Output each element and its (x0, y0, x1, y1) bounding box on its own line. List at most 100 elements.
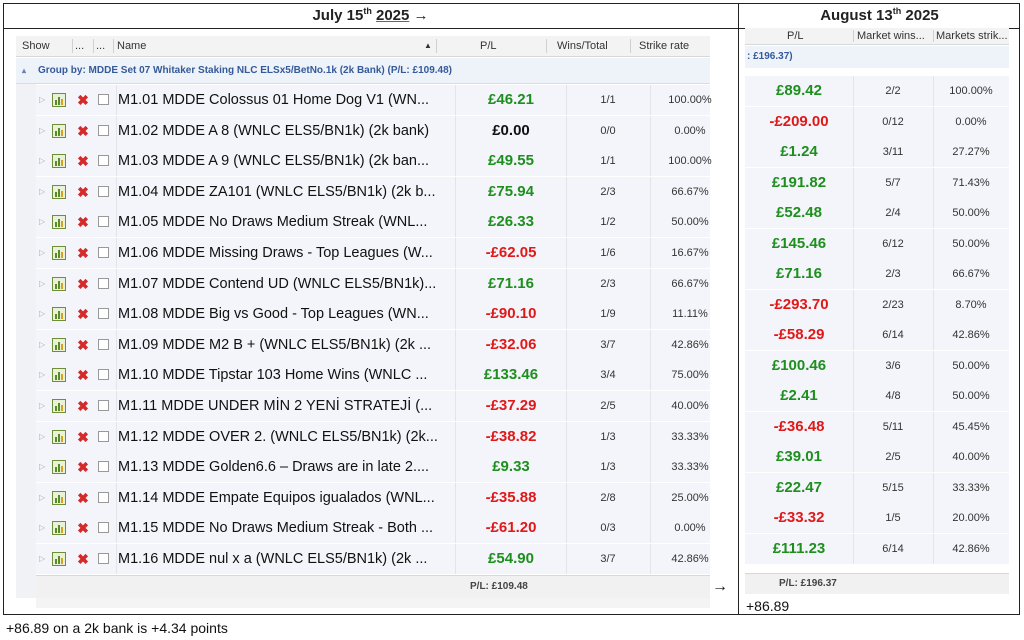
table-row[interactable]: -£36.48 5/11 45.45% (745, 411, 1009, 443)
show-chart-icon[interactable] (52, 552, 66, 566)
row-checkbox[interactable] (98, 553, 109, 564)
show-chart-icon[interactable] (52, 429, 66, 444)
column-header-markets-strike[interactable]: Markets strik... (936, 30, 1008, 42)
column-separator[interactable] (436, 39, 437, 53)
delete-icon[interactable]: ✖ (77, 520, 89, 537)
row-checkbox[interactable] (98, 155, 109, 167)
expand-row-icon[interactable]: ▷ (39, 492, 46, 502)
row-checkbox[interactable] (98, 430, 109, 442)
row-checkbox[interactable] (98, 400, 109, 411)
delete-icon[interactable]: ✖ (77, 214, 89, 231)
delete-icon[interactable]: ✖ (77, 489, 89, 506)
table-row[interactable]: ▷ ✖ M1.16 MDDE nul x a (WNLC ELS5/BN1k) (2… (36, 544, 710, 575)
collapse-icon[interactable]: ▴ (22, 66, 27, 75)
row-checkbox[interactable] (98, 124, 109, 136)
row-checkbox[interactable] (98, 247, 109, 258)
table-row[interactable]: -£58.29 6/14 42.86% (745, 320, 1009, 351)
column-header-pl[interactable]: P/L (787, 30, 804, 42)
show-chart-icon[interactable] (52, 490, 66, 505)
table-row[interactable]: ▷ ✖ M1.13 MDDE Golden6.6 – Draws are in la… (36, 452, 710, 484)
expand-row-icon[interactable]: ▷ (39, 554, 46, 563)
show-chart-icon[interactable] (52, 337, 66, 352)
table-row[interactable]: £39.01 2/5 40.00% (745, 442, 1009, 473)
show-chart-icon[interactable] (52, 215, 66, 230)
row-checkbox[interactable] (98, 369, 109, 381)
show-chart-icon[interactable] (52, 154, 66, 169)
row-checkbox[interactable] (98, 277, 109, 289)
row-checkbox[interactable] (98, 491, 109, 503)
column-separator[interactable] (630, 39, 631, 53)
table-row[interactable]: ▷ ✖ M1.12 MDDE OVER 2. (WNLC ELS5/BN1k) (2… (36, 421, 710, 453)
table-row[interactable]: ▷ ✖ M1.09 MDDE M2 B + (WNLC ELS5/BN1k) (2k… (36, 329, 710, 361)
column-header-name[interactable]: Name (117, 40, 147, 52)
table-row[interactable]: £2.41 4/8 50.00% (745, 381, 1009, 412)
column-header-dots-2[interactable]: ... (96, 40, 106, 52)
row-checkbox[interactable] (98, 185, 109, 197)
expand-row-icon[interactable]: ▷ (39, 401, 46, 410)
delete-icon[interactable]: ✖ (77, 92, 89, 108)
table-row[interactable]: £22.47 5/15 33.33% (745, 472, 1009, 504)
expand-row-icon[interactable]: ▷ (39, 248, 46, 257)
delete-icon[interactable]: ✖ (77, 306, 89, 323)
row-checkbox[interactable] (98, 94, 109, 105)
table-row[interactable]: ▷ ✖ M1.01 MDDE Colossus 01 Home Dog V1 (WN… (36, 85, 712, 116)
show-chart-icon[interactable] (52, 307, 66, 322)
table-row[interactable]: ▷ ✖ M1.11 MDDE UNDER MİN 2 YENİ STRATEJİ (… (36, 391, 710, 422)
group-by-row[interactable]: : £196.37) (745, 46, 1009, 68)
show-chart-icon[interactable] (52, 123, 66, 138)
column-header-strike-rate[interactable]: Strike rate (639, 40, 690, 52)
column-header-pl[interactable]: P/L (480, 40, 497, 52)
column-separator[interactable] (113, 39, 114, 53)
column-header-dots-1[interactable]: ... (75, 40, 85, 52)
delete-icon[interactable]: ✖ (77, 122, 89, 139)
table-row[interactable]: £100.46 3/6 50.00% (745, 350, 1009, 382)
table-row[interactable]: ▷ ✖ M1.14 MDDE Empate Equipos igualados (W… (36, 482, 710, 514)
table-row[interactable]: ▷ ✖ M1.02 MDDE A 8 (WNLC ELS5/BN1k) (2k ba… (36, 115, 710, 147)
table-row[interactable]: -£293.70 2/23 8.70% (745, 289, 1009, 321)
expand-row-icon[interactable]: ▷ (39, 95, 46, 104)
table-row[interactable]: ▷ ✖ M1.05 MDDE No Draws Medium Streak (WNL… (36, 207, 710, 239)
show-chart-icon[interactable] (52, 460, 66, 475)
group-by-row[interactable]: ▴ Group by: MDDE Set 07 Whitaker Staking… (16, 58, 710, 84)
column-separator[interactable] (93, 39, 94, 53)
expand-row-icon[interactable]: ▷ (39, 156, 46, 166)
table-row[interactable]: ▷ ✖ M1.07 MDDE Contend UD (WNLC ELS5/BN1k)… (36, 268, 710, 300)
table-row[interactable]: £1.24 3/11 27.27% (745, 137, 1009, 168)
expand-row-icon[interactable]: ▷ (39, 309, 46, 319)
delete-icon[interactable]: ✖ (77, 367, 89, 384)
column-separator[interactable] (933, 30, 934, 42)
table-row[interactable]: ▷ ✖ M1.10 MDDE Tipstar 103 Home Wins (WNLC… (36, 360, 710, 392)
row-checkbox[interactable] (98, 461, 109, 473)
show-chart-icon[interactable] (52, 276, 66, 291)
delete-icon[interactable]: ✖ (77, 275, 89, 292)
expand-row-icon[interactable]: ▷ (39, 523, 46, 533)
table-row[interactable]: ▷ ✖ M1.03 MDDE A 9 (WNLC ELS5/BN1k) (2k ba… (36, 146, 712, 178)
table-row[interactable]: ▷ ✖ M1.04 MDDE ZA101 (WNLC ELS5/BN1k) (2k … (36, 176, 710, 208)
delete-icon[interactable]: ✖ (77, 183, 89, 200)
row-checkbox[interactable] (98, 522, 109, 534)
expand-row-icon[interactable]: ▷ (39, 186, 46, 196)
delete-icon[interactable]: ✖ (77, 428, 89, 445)
row-checkbox[interactable] (98, 216, 109, 228)
show-chart-icon[interactable] (52, 399, 66, 413)
column-separator[interactable] (546, 39, 547, 53)
sort-ascending-icon[interactable]: ▲ (424, 41, 432, 50)
table-row[interactable]: ▷ ✖ M1.08 MDDE Big vs Good - Top Leagues (… (36, 299, 710, 331)
expand-row-icon[interactable]: ▷ (39, 339, 46, 349)
table-row[interactable]: ▷ ✖ M1.15 MDDE No Draws Medium Streak - Bo… (36, 513, 710, 545)
show-chart-icon[interactable] (52, 521, 66, 536)
table-row[interactable]: £71.16 2/3 66.67% (745, 259, 1009, 290)
table-row[interactable]: £89.42 2/2 100.00% (745, 76, 1009, 107)
table-row[interactable]: -£209.00 0/12 0.00% (745, 106, 1009, 138)
delete-icon[interactable]: ✖ (77, 245, 89, 261)
delete-icon[interactable]: ✖ (77, 551, 89, 567)
expand-row-icon[interactable]: ▷ (39, 278, 46, 288)
horizontal-scrollbar[interactable] (36, 598, 710, 608)
show-chart-icon[interactable] (52, 246, 66, 260)
expand-row-icon[interactable]: ▷ (39, 462, 46, 472)
show-chart-icon[interactable] (52, 184, 66, 199)
delete-icon[interactable]: ✖ (77, 336, 89, 353)
table-row[interactable]: £191.82 5/7 71.43% (745, 167, 1009, 199)
expand-row-icon[interactable]: ▷ (39, 431, 46, 441)
delete-icon[interactable]: ✖ (77, 398, 89, 414)
